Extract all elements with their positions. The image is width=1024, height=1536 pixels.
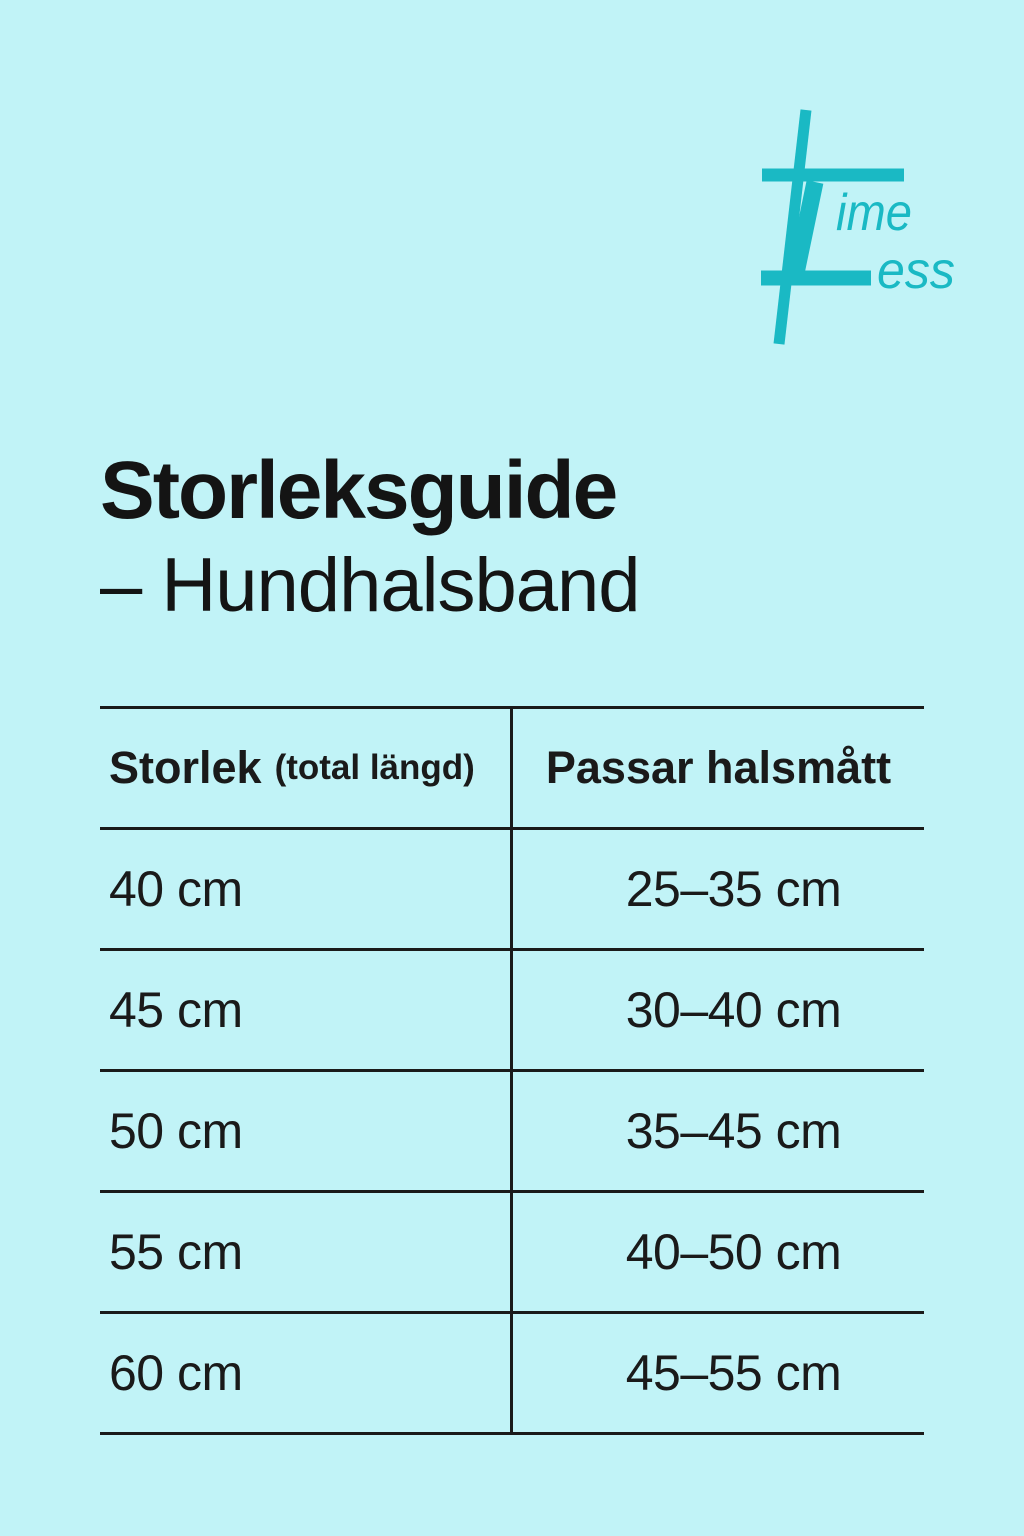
header-cell-neck: Passar halsmått xyxy=(513,709,924,827)
neck-value: 35–45 cm xyxy=(625,1103,842,1159)
table-row: 45 cm 30–40 cm xyxy=(100,951,924,1072)
size-value: 40 cm xyxy=(109,861,243,917)
table-row: 55 cm 40–50 cm xyxy=(100,1193,924,1314)
cell-neck: 25–35 cm xyxy=(513,830,924,948)
size-value: 60 cm xyxy=(109,1345,243,1401)
neck-value: 25–35 cm xyxy=(625,861,842,917)
logo-word-ime: ime xyxy=(836,184,912,242)
size-guide-table: Storlek (total längd) Passar halsmått 40… xyxy=(100,706,924,1435)
table-row: 50 cm 35–45 cm xyxy=(100,1072,924,1193)
header-size-note: (total längd) xyxy=(274,748,475,787)
cell-size: 60 cm xyxy=(100,1314,513,1432)
header-cell-size: Storlek (total längd) xyxy=(100,709,513,827)
cell-neck: 45–55 cm xyxy=(513,1314,924,1432)
page-title: Storleksguide xyxy=(100,445,618,536)
neck-value: 40–50 cm xyxy=(625,1224,842,1280)
neck-value: 45–55 cm xyxy=(625,1345,842,1401)
size-value: 55 cm xyxy=(109,1224,243,1280)
title-block: Storleksguide – Hundhalsband xyxy=(100,445,641,628)
logo-l-stem-icon xyxy=(786,180,824,280)
table-row: 40 cm 25–35 cm xyxy=(100,830,924,951)
neck-value: 30–40 cm xyxy=(625,982,842,1038)
cell-neck: 35–45 cm xyxy=(513,1072,924,1190)
header-size-label: Storlek xyxy=(109,742,262,793)
cell-size: 55 cm xyxy=(100,1193,513,1311)
logo-word-ess: ess xyxy=(877,242,955,300)
table-header-row: Storlek (total längd) Passar halsmått xyxy=(100,709,924,830)
cell-size: 40 cm xyxy=(100,830,513,948)
cell-neck: 40–50 cm xyxy=(513,1193,924,1311)
size-value: 50 cm xyxy=(109,1103,243,1159)
table-row: 60 cm 45–55 cm xyxy=(100,1314,924,1435)
cell-neck: 30–40 cm xyxy=(513,951,924,1069)
logo-t-stem-icon xyxy=(773,109,812,345)
cell-size: 50 cm xyxy=(100,1072,513,1190)
page-subtitle: – Hundhalsband xyxy=(100,543,641,628)
cell-size: 45 cm xyxy=(100,951,513,1069)
size-value: 45 cm xyxy=(109,982,243,1038)
timeless-logo: ime ess xyxy=(761,109,955,345)
header-neck-label: Passar halsmått xyxy=(545,742,892,793)
